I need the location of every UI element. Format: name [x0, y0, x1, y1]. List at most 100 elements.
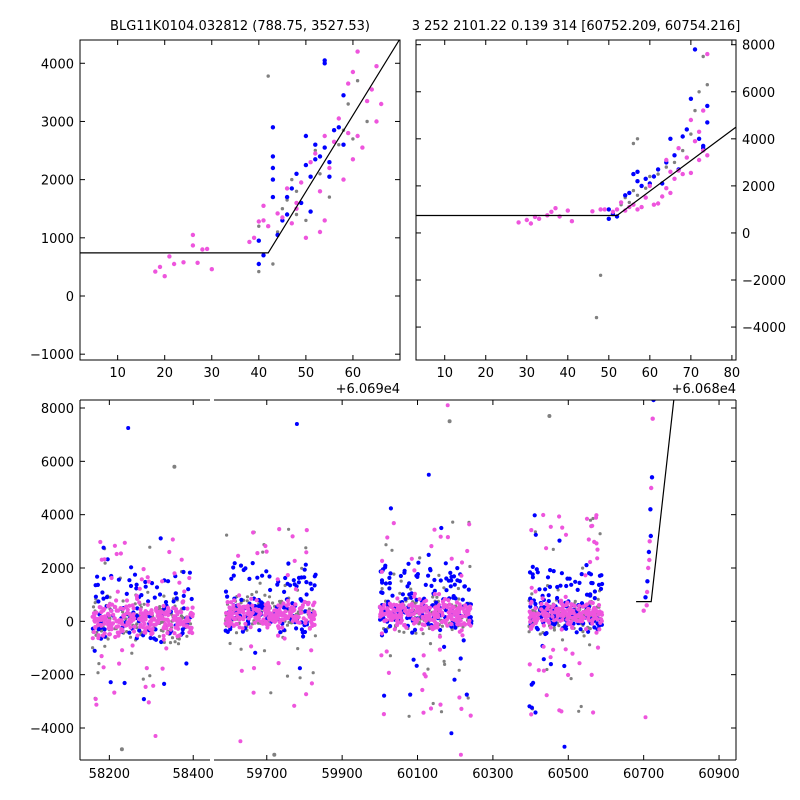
panel-c-data-point [459, 560, 465, 565]
panel-c-data-point [107, 632, 112, 637]
panel-c-data-point [545, 667, 549, 672]
panel-a-data-point [275, 211, 280, 216]
panel-c-data-point [112, 543, 117, 548]
panel-c-data-point [407, 714, 411, 718]
panel-c-data-point [114, 598, 119, 603]
panel-c-data-point [125, 607, 130, 612]
panel-c-data-point [260, 573, 265, 578]
panel-c-data-point [579, 572, 584, 577]
panel-c-data-point [285, 581, 290, 586]
panel-c-data-point [377, 604, 382, 609]
panel-c-data-point [139, 577, 144, 582]
panel-c-data-point [417, 597, 422, 602]
panel-c-data-point [591, 607, 596, 612]
panel-c-data-point [162, 624, 167, 629]
panel-c-data-point [461, 638, 466, 643]
panel-c-data-point [312, 600, 317, 605]
panel-a-data-point [299, 180, 304, 185]
panel-c-data-point [411, 657, 416, 662]
panel-c-data-point [265, 625, 270, 630]
panel-c-rise-point [648, 507, 653, 512]
panel-c-data-point [599, 573, 604, 578]
panel-c-data-point [551, 603, 556, 608]
panel-c-data-point [402, 630, 406, 634]
panel-c-data-point [292, 558, 297, 564]
panel-c-data-point [143, 584, 148, 589]
panel-c-data-point [403, 596, 408, 602]
panel-c-data-point [551, 547, 555, 552]
panel-c-data-point [96, 599, 101, 604]
panel-b-data-point [623, 193, 628, 198]
panel-c-data-point [543, 617, 548, 622]
panel-c-data-point [467, 621, 472, 626]
panel-c-data-point [422, 672, 427, 677]
panel-c-data-point [102, 618, 107, 623]
panel-c-data-point [166, 606, 171, 612]
panel-c-data-point [462, 584, 467, 589]
panel-c-data-point [593, 515, 599, 520]
panel-c-data-point [412, 627, 418, 633]
panel-b-data-point [705, 83, 709, 87]
panel-c-data-point [152, 636, 157, 641]
panel-c-data-point [285, 623, 290, 627]
panel-c-data-point [236, 602, 241, 608]
panel-c-data-point [562, 610, 567, 615]
panel-b-data-point [655, 201, 661, 206]
panel-c-data-point [121, 599, 125, 603]
panel-c-data-point [563, 624, 568, 629]
panel-c-data-point [551, 647, 556, 652]
panel-c-data-point [581, 630, 585, 634]
panel-c-data-point [117, 630, 122, 635]
panel-c-data-point [544, 631, 549, 636]
panel-c-data-point [122, 680, 127, 686]
panel-c-data-point [452, 677, 457, 682]
panel-c-data-point [438, 534, 443, 539]
panel-c-data-point [285, 598, 290, 604]
panel-c-data-point [577, 661, 582, 666]
panel-c-data-point [124, 591, 129, 597]
panel-c-data-point [383, 563, 388, 568]
panel-c-rise-point [646, 549, 652, 555]
panel-c-data-point [190, 612, 195, 617]
panel-c-data-point [236, 553, 241, 558]
panel-c-data-point [167, 549, 172, 555]
panel-c-data-point [429, 544, 434, 549]
panel-c-data-point [466, 587, 471, 592]
panel-c-data-point [584, 563, 589, 568]
panel-c-outlier-point [272, 752, 277, 757]
panel-c-data-point [101, 596, 106, 601]
panel-c-data-point [455, 606, 460, 612]
panel-c-data-point [268, 587, 273, 593]
panel-c-data-point [227, 605, 232, 610]
panel-c-data-point [95, 574, 100, 579]
panel-b-data-point [681, 148, 685, 153]
panel-c-data-point [415, 572, 420, 577]
panel-c-model-group [636, 400, 675, 603]
panel-b-data-point [664, 186, 669, 191]
panel-b-data-point [697, 90, 701, 94]
panel-c-data-point [240, 626, 245, 631]
panel-b-y-tick-label: −4000 [742, 321, 786, 336]
panel-c-data-point [128, 625, 133, 630]
panel-c-data-point [592, 539, 597, 545]
panel-c-data-point [263, 612, 268, 617]
panel-c-data-point [187, 575, 192, 581]
panel-c-data-point [466, 608, 471, 614]
panel-b-model-line [416, 126, 736, 217]
panel-c-data-point [138, 611, 143, 616]
panel-c-data-point [420, 614, 425, 620]
panel-c-data-point [597, 610, 602, 615]
panel-b-data-point [618, 200, 624, 205]
panel-a-data-point [355, 79, 360, 83]
panel-c-data-point [257, 610, 262, 615]
panel-a-data-point [364, 98, 370, 104]
panel-c-data-point [105, 611, 111, 616]
panel-a-x-tick-label: 10 [109, 366, 126, 381]
panel-c-data-point [445, 535, 450, 540]
panel-c-data-point [304, 528, 309, 533]
panel-c-data-point [304, 550, 309, 555]
panel-c-data-point [414, 619, 419, 624]
panel-c-data-point [429, 583, 434, 589]
panel-c-data-point [528, 614, 533, 619]
panel-c-data-point [312, 583, 317, 588]
